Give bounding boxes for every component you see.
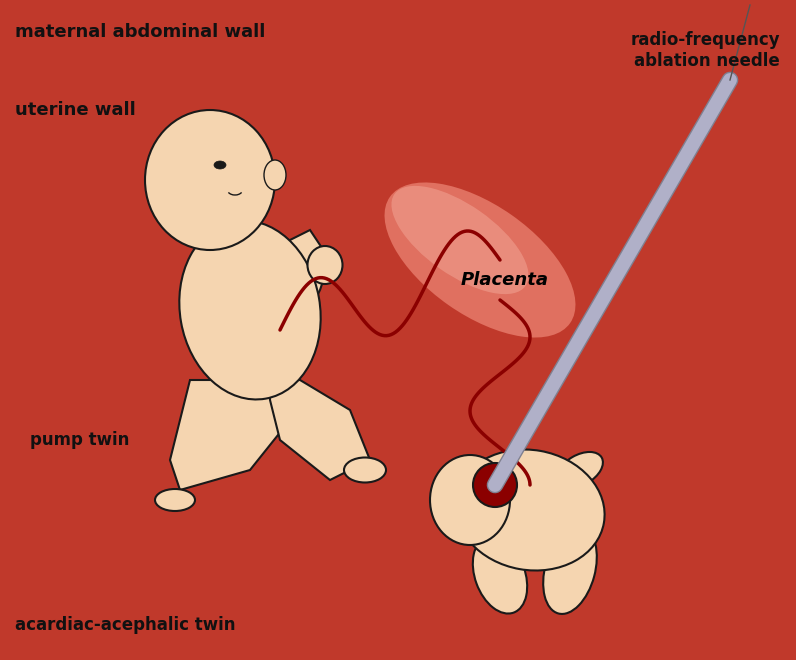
Ellipse shape [557, 452, 603, 488]
Ellipse shape [179, 220, 321, 399]
Text: uterine wall: uterine wall [15, 101, 136, 119]
Text: radio-frequency
ablation needle: radio-frequency ablation needle [630, 31, 780, 70]
Ellipse shape [384, 182, 576, 337]
Circle shape [473, 463, 517, 507]
Ellipse shape [344, 457, 386, 482]
Ellipse shape [543, 526, 597, 614]
Ellipse shape [155, 489, 195, 511]
Ellipse shape [392, 186, 529, 294]
Ellipse shape [145, 110, 275, 250]
Ellipse shape [307, 246, 342, 284]
Ellipse shape [214, 161, 226, 169]
Text: acardiac-acephalic twin: acardiac-acephalic twin [15, 616, 236, 634]
Ellipse shape [430, 455, 510, 545]
Ellipse shape [264, 160, 286, 190]
Polygon shape [270, 230, 330, 310]
Polygon shape [170, 380, 290, 490]
Text: maternal abdominal wall: maternal abdominal wall [15, 23, 265, 41]
Ellipse shape [473, 537, 527, 614]
Ellipse shape [455, 449, 605, 570]
Text: Placenta: Placenta [461, 271, 549, 289]
Text: pump twin: pump twin [30, 431, 130, 449]
Polygon shape [270, 380, 370, 480]
